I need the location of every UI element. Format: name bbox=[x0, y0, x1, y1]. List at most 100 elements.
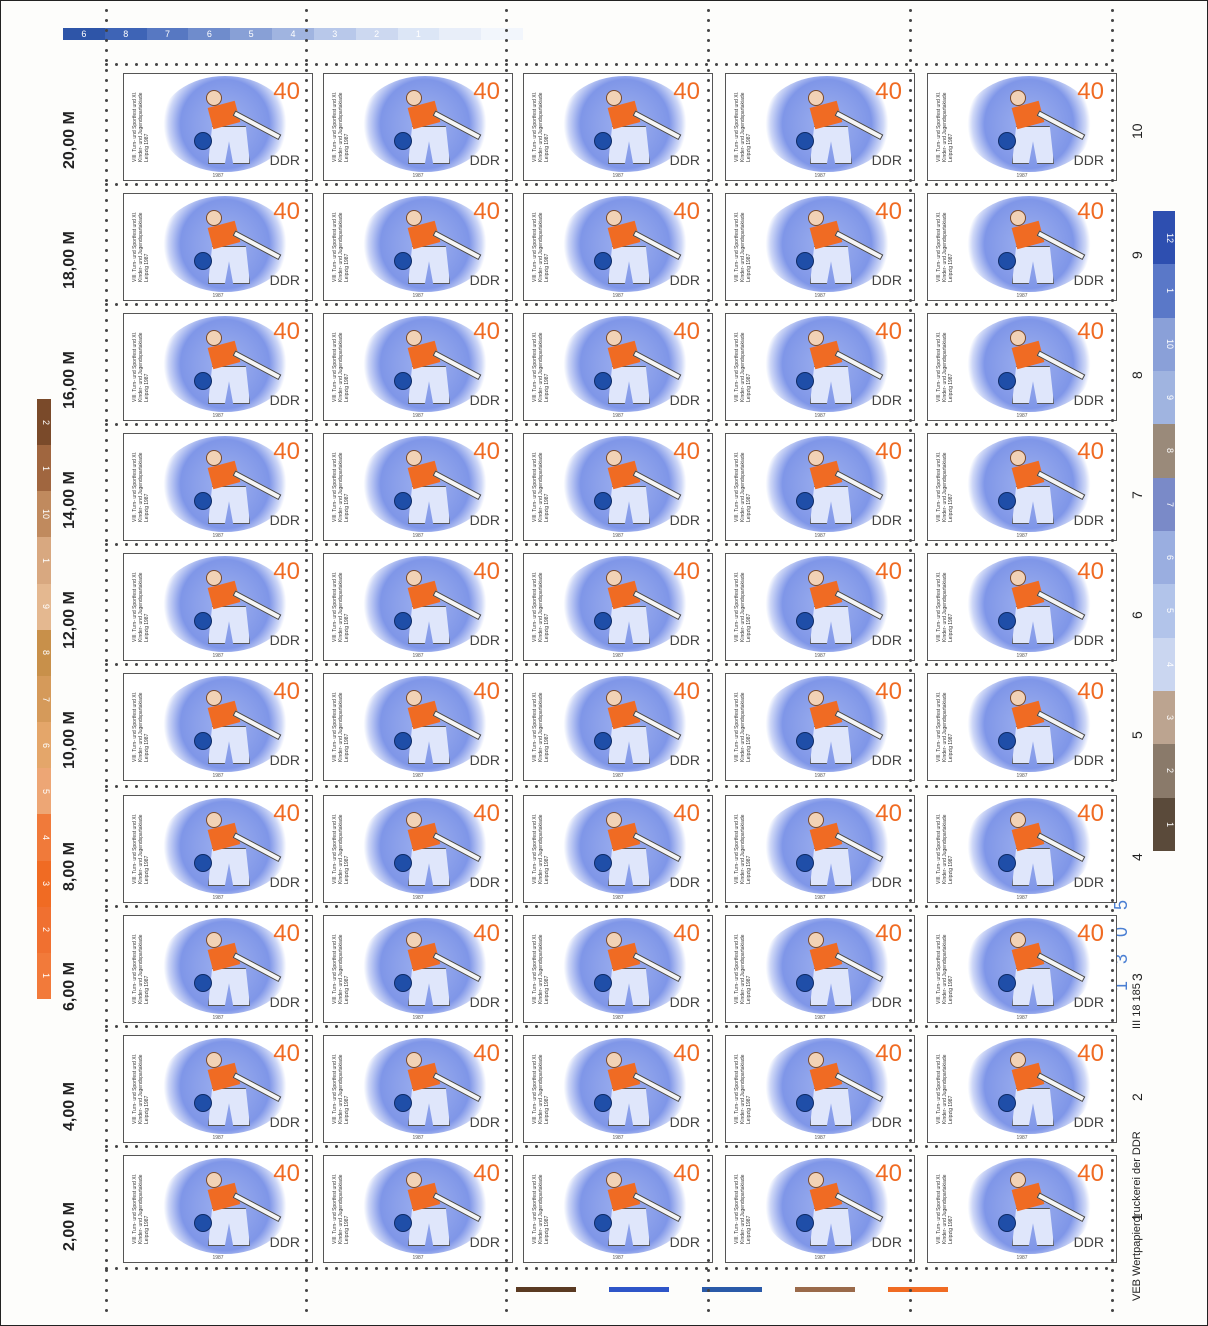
perforation-dot bbox=[505, 1039, 508, 1042]
stamp-image-area bbox=[130, 676, 306, 772]
perforation-dot bbox=[1111, 819, 1114, 822]
perforation-dot bbox=[945, 63, 948, 66]
perforation-dot bbox=[265, 1267, 268, 1270]
perforation-dot bbox=[215, 183, 218, 186]
perforation-dot bbox=[707, 759, 710, 762]
perforation-dot bbox=[375, 785, 378, 788]
perforation-dot bbox=[1045, 183, 1048, 186]
control-number: III 18 185 bbox=[1131, 983, 1143, 1029]
perforation-dot bbox=[975, 543, 978, 546]
perforation-dot bbox=[707, 709, 710, 712]
stamp-image-area bbox=[330, 436, 506, 532]
perforation-dot bbox=[485, 63, 488, 66]
bowling-ball-icon bbox=[998, 612, 1016, 630]
perforation-dot bbox=[555, 303, 558, 306]
stamp: VIII. Turn- und Sportfest und XI. Kinder… bbox=[123, 433, 313, 541]
perforation-dot bbox=[595, 905, 598, 908]
perforation-dot bbox=[635, 423, 638, 426]
perforation-dot bbox=[1105, 785, 1108, 788]
stamp: VIII. Turn- und Sportfest und XI. Kinder… bbox=[927, 915, 1117, 1023]
perforation-dot bbox=[925, 1025, 928, 1028]
perforation-dot bbox=[505, 1139, 508, 1142]
perforation-dot bbox=[215, 543, 218, 546]
perforation-dot bbox=[515, 303, 518, 306]
perforation-dot bbox=[707, 959, 710, 962]
stamp: VIII. Turn- und Sportfest und XI. Kinder… bbox=[927, 673, 1117, 781]
stamp: VIII. Turn- und Sportfest und XI. Kinder… bbox=[123, 795, 313, 903]
perforation-dot bbox=[465, 303, 468, 306]
perforation-dot bbox=[555, 663, 558, 666]
perforation-dot bbox=[165, 63, 168, 66]
perforation-dot bbox=[395, 663, 398, 666]
perforation-dot bbox=[505, 479, 508, 482]
perforation-dot bbox=[165, 905, 168, 908]
stamp-caption: VIII. Turn- und Sportfest und XI. Kinder… bbox=[936, 1173, 954, 1244]
stamp-face-value: 40 bbox=[875, 920, 902, 947]
stamp-face-value: 40 bbox=[1077, 678, 1104, 705]
perforation-dot bbox=[707, 129, 710, 132]
perforation-dot bbox=[155, 663, 158, 666]
perforation-dot bbox=[909, 179, 912, 182]
perforation-dot bbox=[525, 543, 528, 546]
perforation-dot bbox=[175, 183, 178, 186]
bowling-ball-icon bbox=[194, 492, 212, 510]
stamp-face-value: 40 bbox=[1077, 198, 1104, 225]
perforation-dot bbox=[145, 63, 148, 66]
perforation-dot bbox=[1105, 63, 1108, 66]
perforation-dot bbox=[205, 423, 208, 426]
perforation-dot bbox=[235, 63, 238, 66]
perforation-dot bbox=[555, 905, 558, 908]
bowling-ball-icon bbox=[394, 612, 412, 630]
perforation-dot bbox=[1111, 329, 1114, 332]
perforation-dot bbox=[385, 63, 388, 66]
bowling-ball-icon bbox=[594, 1094, 612, 1112]
perforation-dot bbox=[765, 905, 768, 908]
perforation-dot bbox=[645, 183, 648, 186]
perforation-dot bbox=[525, 663, 528, 666]
stamp-image-area bbox=[130, 1158, 306, 1254]
stamp-image-area bbox=[732, 436, 908, 532]
perforation-dot bbox=[115, 303, 118, 306]
perforation-dot bbox=[505, 889, 508, 892]
perforation-dot bbox=[275, 1025, 278, 1028]
color-bar-segment: 4 bbox=[37, 814, 51, 861]
perforation-dot bbox=[285, 663, 288, 666]
perforation-dot bbox=[505, 269, 508, 272]
stamp: VIII. Turn- und Sportfest und XI. Kinder… bbox=[323, 433, 513, 541]
perforation-dot bbox=[765, 183, 768, 186]
perforation-dot bbox=[405, 1267, 408, 1270]
perforation-dot bbox=[707, 59, 710, 62]
perforation-dot bbox=[1035, 303, 1038, 306]
stamp-caption: VIII. Turn- und Sportfest und XI. Kinder… bbox=[132, 331, 150, 402]
perforation-dot bbox=[185, 905, 188, 908]
perforation-dot bbox=[615, 183, 618, 186]
perforation-dot bbox=[965, 905, 968, 908]
perforation-dot bbox=[355, 63, 358, 66]
perforation-dot bbox=[1111, 59, 1114, 62]
bowling-ball-icon bbox=[394, 372, 412, 390]
perforation-dot bbox=[1111, 959, 1114, 962]
perforation-dot bbox=[707, 809, 710, 812]
perforation-dot bbox=[415, 1267, 418, 1270]
perforation-dot bbox=[755, 785, 758, 788]
perforation-dot bbox=[105, 719, 108, 722]
stamp: VIII. Turn- und Sportfest und XI. Kinder… bbox=[725, 193, 915, 301]
bowling-ball-icon bbox=[194, 372, 212, 390]
perforation-dot bbox=[945, 423, 948, 426]
bowler-head bbox=[808, 210, 824, 226]
perforation-dot bbox=[695, 663, 698, 666]
perforation-dot bbox=[707, 329, 710, 332]
perforation-dot bbox=[425, 1145, 428, 1148]
stamp-country: DDR bbox=[1073, 392, 1104, 408]
perforation-dot bbox=[775, 183, 778, 186]
perforation-dot bbox=[105, 429, 108, 432]
perforation-dot bbox=[245, 423, 248, 426]
color-bar-segment: 2 bbox=[355, 28, 398, 40]
perforation-dot bbox=[185, 303, 188, 306]
perforation-dot bbox=[115, 663, 118, 666]
perforation-dot bbox=[335, 663, 338, 666]
perforation-dot bbox=[575, 663, 578, 666]
perforation-dot bbox=[585, 785, 588, 788]
perforation-dot bbox=[905, 1267, 908, 1270]
bowling-ball-icon bbox=[594, 854, 612, 872]
